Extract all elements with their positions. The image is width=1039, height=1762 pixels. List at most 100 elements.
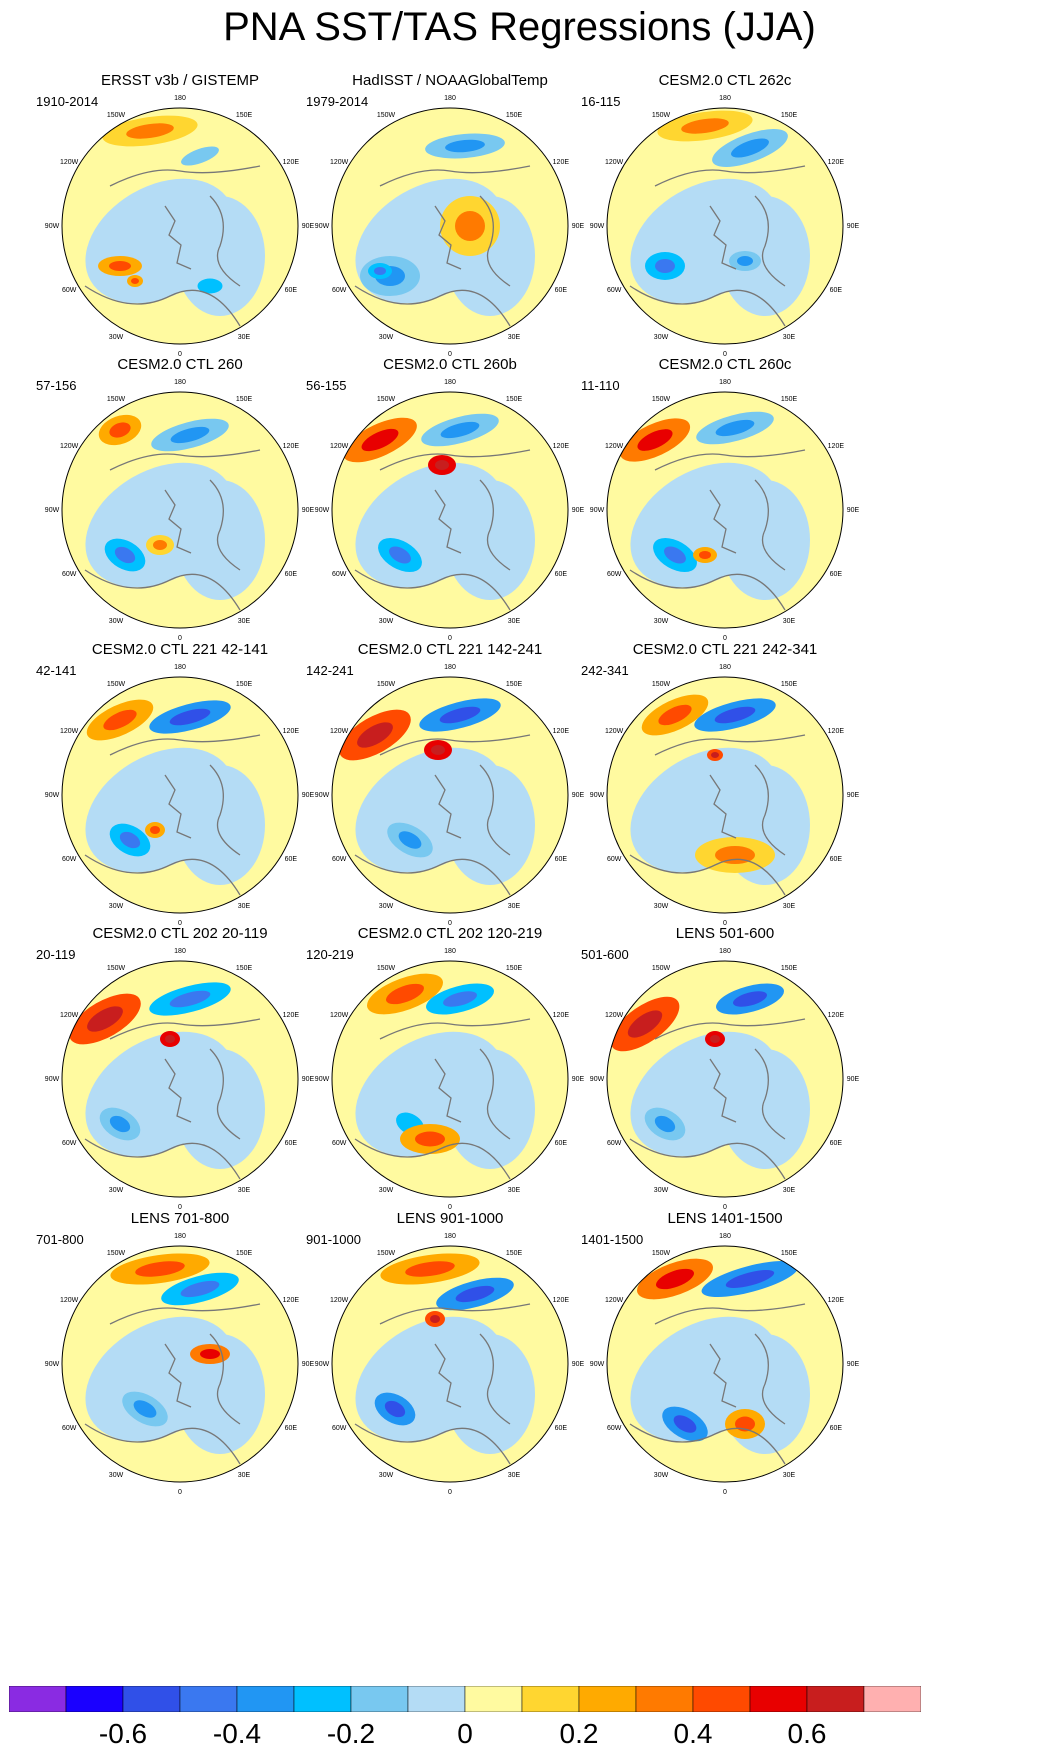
- longitude-label: 150E: [781, 1250, 798, 1257]
- anomaly-core: [361, 428, 399, 452]
- coastline: [164, 1058, 192, 1123]
- longitude-label: 120E: [553, 1012, 570, 1019]
- coastline: [654, 165, 806, 187]
- coastline: [709, 1058, 737, 1123]
- longitude-label: 0: [723, 1489, 727, 1496]
- coastline: [84, 1138, 241, 1180]
- coastline: [209, 1333, 241, 1425]
- longitude-label: 90W: [45, 507, 60, 514]
- longitude-label: 90W: [315, 507, 330, 514]
- coastline: [479, 195, 511, 287]
- longitude-label: 150E: [236, 112, 253, 119]
- map-border: [61, 1245, 299, 1483]
- coastline: [164, 774, 192, 839]
- coastline: [754, 479, 786, 571]
- longitude-label: 150W: [377, 1250, 396, 1257]
- longitude-label: 30W: [109, 1187, 124, 1194]
- longitude-label: 30W: [109, 903, 124, 910]
- panel-period: 42-141: [36, 663, 77, 678]
- panel-period: 701-800: [36, 1232, 84, 1247]
- coastline: [434, 774, 462, 839]
- colorbar-swatch: [692, 1686, 751, 1712]
- longitude-label: 60E: [285, 571, 298, 578]
- longitude-label: 60W: [607, 1140, 622, 1147]
- coastline: [109, 1018, 261, 1040]
- longitude-label: 0: [178, 1204, 182, 1211]
- coastline: [379, 1303, 531, 1325]
- anomaly-core: [398, 831, 422, 849]
- longitude-label: 60E: [555, 287, 568, 294]
- anomaly-core: [170, 426, 210, 444]
- anomaly-core: [180, 1280, 220, 1298]
- longitude-label: 90W: [45, 792, 60, 799]
- longitude-label: 30W: [654, 618, 669, 625]
- longitude-label: 120W: [330, 728, 349, 735]
- coastline: [629, 1423, 786, 1465]
- anomaly-core: [374, 267, 386, 275]
- coastline: [354, 854, 511, 896]
- colorbar-swatch: [122, 1686, 181, 1712]
- longitude-label: 30W: [109, 1472, 124, 1479]
- longitude-label: 150W: [107, 1250, 126, 1257]
- anomaly-core: [103, 709, 137, 731]
- longitude-label: 180: [719, 95, 731, 102]
- coastline: [84, 1423, 241, 1465]
- map-panel: CESM2.0 CTL 221 142-241 142-241 180 150E 120…: [300, 641, 600, 945]
- coastline: [164, 205, 192, 270]
- anomaly-core: [445, 139, 485, 153]
- panel-period: 56-155: [306, 378, 347, 393]
- panel-title: CESM2.0 CTL 262c: [658, 72, 792, 89]
- longitude-label: 150W: [652, 112, 671, 119]
- longitude-label: 30E: [783, 334, 796, 341]
- longitude-label: 180: [174, 379, 186, 386]
- colorbar-swatch: [464, 1686, 523, 1712]
- anomaly-region: [175, 1049, 265, 1169]
- coastline: [354, 1423, 511, 1465]
- coastline: [379, 449, 531, 471]
- panel-title: CESM2.0 CTL 260b: [383, 356, 517, 373]
- polar-stereographic-map: 180 150E 120E 90E 60E 30E 0 30W 60W 90W 120W 150W: [590, 948, 860, 1211]
- longitude-label: 60E: [285, 1140, 298, 1147]
- longitude-label: 120E: [283, 159, 300, 166]
- map-panel: CESM2.0 CTL 221 42-141 42-141 180 150E 120E 9…: [30, 641, 330, 945]
- longitude-label: 180: [719, 1233, 731, 1240]
- longitude-label: 60W: [332, 571, 347, 578]
- map-border: [61, 107, 299, 345]
- longitude-label: 150E: [506, 112, 523, 119]
- panel-period: 1979-2014: [306, 94, 369, 109]
- longitude-label: 60W: [607, 287, 622, 294]
- longitude-label: 120E: [828, 1297, 845, 1304]
- longitude-label: 60W: [62, 856, 77, 863]
- panel-title: HadISST / NOAAGlobalTemp: [352, 72, 548, 89]
- coastline: [164, 489, 192, 554]
- longitude-label: 150E: [236, 681, 253, 688]
- colorbar-swatch: [578, 1686, 637, 1712]
- anomaly-region: [175, 480, 265, 600]
- longitude-label: 120W: [605, 1297, 624, 1304]
- longitude-label: 0: [178, 635, 182, 642]
- anomaly-core: [711, 752, 719, 758]
- panel-title: CESM2.0 CTL 202 120-219: [357, 925, 543, 942]
- longitude-label: 180: [174, 95, 186, 102]
- longitude-label: 60W: [332, 1425, 347, 1432]
- polar-stereographic-map: 180 150E 120E 90E 60E 30E 0 30W 60W 90W 120W 150W: [590, 379, 860, 642]
- panel-title: CESM2.0 CTL 202 20-119: [92, 925, 268, 942]
- longitude-label: 0: [178, 351, 182, 358]
- longitude-label: 90W: [590, 507, 605, 514]
- longitude-label: 90E: [572, 1361, 585, 1368]
- longitude-label: 30E: [238, 903, 251, 910]
- anomaly-core: [443, 991, 477, 1007]
- longitude-label: 150E: [506, 681, 523, 688]
- polar-stereographic-map: 180 150E 120E 90E 60E 30E 0 30W 60W 90W 120W 150W: [590, 1233, 860, 1496]
- longitude-label: 0: [178, 1489, 182, 1496]
- coastline: [754, 764, 786, 856]
- panel-title: CESM2.0 CTL 221 242-341: [632, 641, 818, 658]
- longitude-label: 120E: [553, 1297, 570, 1304]
- longitude-label: 30W: [379, 903, 394, 910]
- map-panel: LENS 901-1000 901-1000 180 150E 120E 90E 60E 30…: [300, 1210, 600, 1514]
- colorbar-label: 0.4: [673, 1718, 713, 1749]
- map-panel: CESM2.0 CTL 260 57-156 180 150E 120E 90E 60E 30…: [30, 356, 330, 660]
- longitude-label: 30E: [238, 618, 251, 625]
- anomaly-core: [455, 211, 485, 241]
- longitude-label: 120W: [330, 159, 349, 166]
